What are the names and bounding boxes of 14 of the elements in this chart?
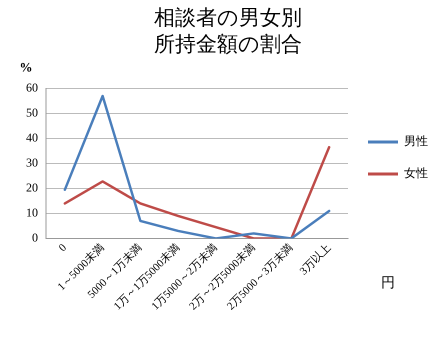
y-axis-title: % <box>20 59 32 74</box>
legend-label: 女性 <box>404 166 428 180</box>
y-tick-label: 50 <box>26 106 38 120</box>
y-tick-label: 0 <box>32 230 38 245</box>
y-tick-label: 20 <box>26 180 38 195</box>
x-tick-label: 3万以上 <box>296 241 334 278</box>
x-axis-title: 円 <box>381 276 395 292</box>
chart-title: 相談者の男女別所持金額の割合 <box>154 6 302 56</box>
y-tick-label: 30 <box>26 156 38 170</box>
y-tick-label: 60 <box>26 80 38 95</box>
legend-label: 男性 <box>404 134 428 148</box>
y-tick-label: 10 <box>26 206 38 220</box>
y-tick-label: 40 <box>26 130 38 145</box>
x-tick-label: 0 <box>56 241 70 254</box>
